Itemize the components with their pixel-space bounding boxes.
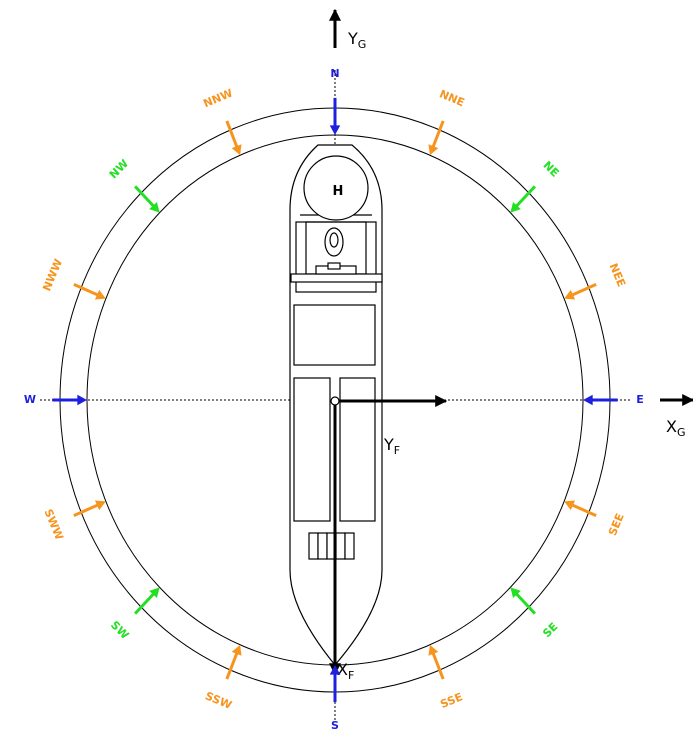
axis-letter: Y: [347, 29, 358, 48]
axis-letter: X: [666, 417, 677, 436]
ship-label: H: [333, 184, 344, 199]
wind-arrow-head: [428, 644, 439, 656]
axis-subscript: F: [348, 669, 354, 682]
wind-arrow: [430, 120, 445, 151]
wind-arrow: [569, 283, 597, 298]
wind-arrow-head: [94, 500, 106, 511]
wind-arrow-head: [510, 587, 521, 599]
hatch: [339, 377, 376, 522]
axis-subscript: G: [677, 426, 686, 439]
direction-label: NNE: [437, 87, 466, 109]
axes: [329, 8, 693, 676]
helipad: [303, 155, 369, 221]
wind-arrow-head: [149, 587, 160, 599]
direction-label: S: [331, 719, 339, 732]
wind-arrow: [73, 283, 101, 298]
wind-arrow: [133, 590, 157, 615]
direction-label: SEE: [606, 511, 627, 537]
axis-letter: Y: [383, 435, 394, 454]
wind-arrow: [430, 649, 445, 680]
direction-label: N: [330, 67, 339, 80]
wind-arrow-head: [564, 500, 576, 511]
xg-label: XG: [666, 417, 686, 439]
wind-arrow-head: [583, 394, 593, 406]
wind-arrow-head: [510, 201, 521, 213]
direction-label: SW: [108, 618, 131, 641]
wind-arrow: [73, 502, 101, 517]
wind-arrow-head: [428, 144, 439, 156]
directions: N NNE NE NEE E SEE SE SSE S SSW SW SWW W NWW NW NNW: [24, 67, 644, 732]
direction-label: NW: [107, 157, 131, 181]
direction-label: NNW: [201, 87, 234, 111]
wind-arrow: [513, 185, 537, 210]
yf-label: YF: [383, 435, 400, 457]
wind-arrow: [225, 120, 240, 151]
direction-label: NWW: [40, 257, 65, 293]
axis-subscript: G: [358, 38, 367, 51]
wind-arrow-head: [564, 289, 576, 300]
hatch: [293, 377, 331, 522]
wind-arrow-head: [94, 289, 106, 300]
direction-label: NEE: [607, 261, 628, 288]
wind-arrow: [133, 185, 157, 210]
axis-letter: X: [337, 660, 348, 679]
hatch: [293, 304, 376, 366]
direction-label: SE: [540, 620, 560, 640]
direction-label: SSW: [203, 689, 233, 712]
direction-label: SSE: [438, 690, 464, 711]
direction-label: NE: [541, 159, 562, 180]
wind-arrow-head: [231, 144, 242, 156]
yg-label: YG: [347, 29, 366, 51]
direction-label: SWW: [41, 507, 65, 542]
wind-arrow-head: [77, 394, 87, 406]
wind-arrow-head: [231, 644, 242, 656]
wind-arrow-head: [149, 201, 160, 213]
wind-arrow: [513, 590, 537, 615]
wind-arrow: [569, 502, 597, 517]
wind-arrow: [225, 649, 240, 680]
xf-label: XF: [337, 660, 354, 682]
wind-arrow-head: [329, 665, 341, 675]
wind-arrow-head: [329, 125, 341, 135]
direction-label: E: [636, 393, 644, 406]
direction-label: W: [24, 393, 36, 406]
axis-subscript: F: [394, 444, 400, 457]
